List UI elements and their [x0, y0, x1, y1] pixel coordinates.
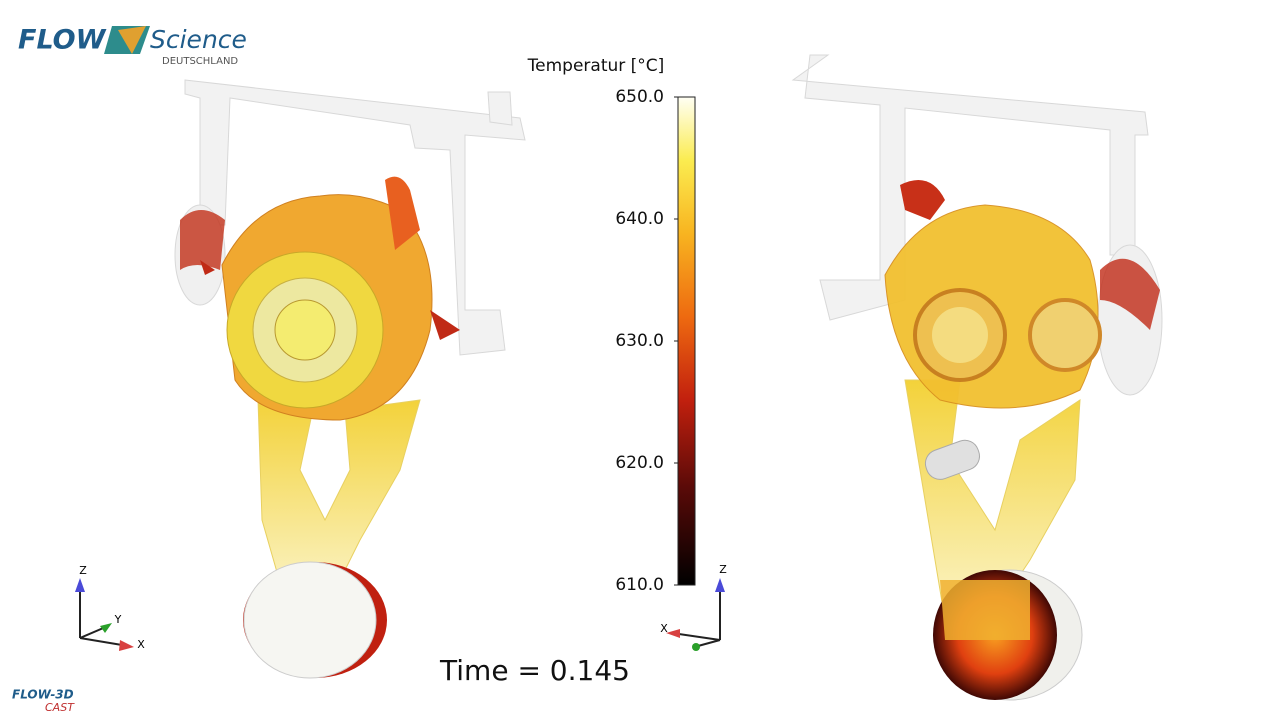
axis-z: Z	[79, 564, 87, 577]
axis-z: Z	[719, 563, 727, 576]
colorbar-ticks: 650.0 640.0 630.0 620.0 610.0	[615, 87, 678, 595]
colorbar-tick-label: 650.0	[615, 87, 664, 107]
axis-x: X	[137, 638, 145, 651]
colorbar-title: Temperatur [°C]	[527, 56, 665, 76]
logo-mark-accent	[118, 26, 146, 54]
logo-sub: DEUTSCHLAND	[162, 56, 238, 67]
axes-triad-left: Z Y X	[75, 564, 145, 651]
axes-triad-right: Z X	[660, 563, 727, 651]
logo-science: Science	[150, 25, 247, 54]
logo-flow: FLOW	[18, 25, 107, 56]
colorbar	[677, 96, 696, 586]
time-label: Time = 0.145	[439, 654, 630, 687]
axis-x: X	[660, 622, 668, 635]
logo: FLOW Science DEUTSCHLAND	[18, 25, 247, 68]
colorbar-tick-label: 610.0	[615, 575, 664, 595]
product-module: CAST	[45, 701, 75, 714]
axis-y: Y	[114, 613, 122, 626]
product-name: FLOW-3D	[12, 688, 74, 702]
colorbar-tick-label: 630.0	[615, 331, 664, 351]
casting-right	[791, 54, 1163, 701]
colorbar-tick-label: 640.0	[615, 209, 664, 229]
colorbar-tick-label: 620.0	[615, 453, 664, 473]
casting-left	[174, 79, 526, 679]
